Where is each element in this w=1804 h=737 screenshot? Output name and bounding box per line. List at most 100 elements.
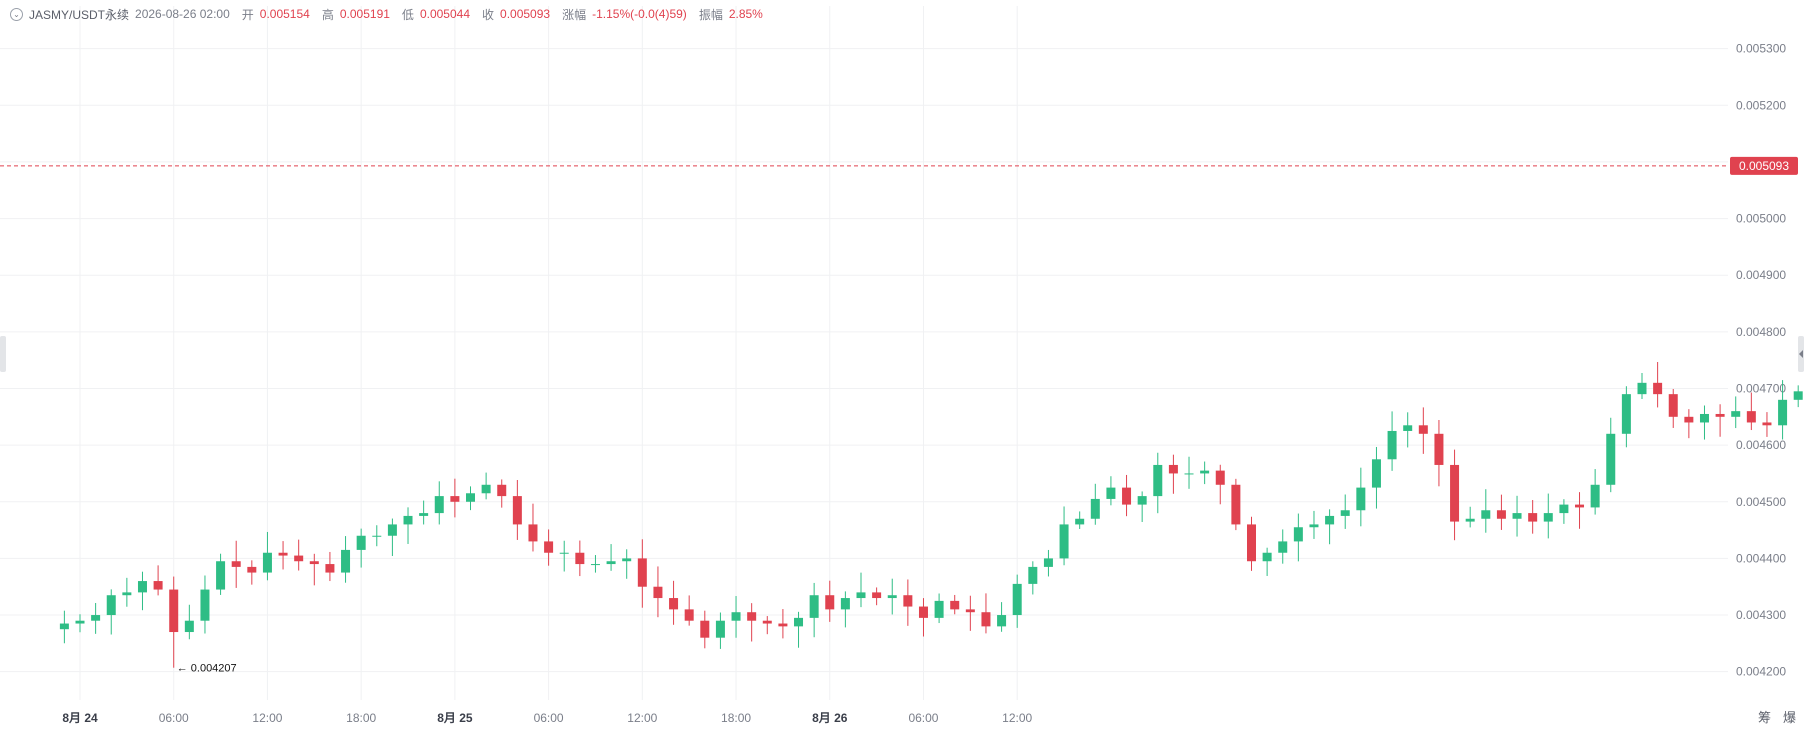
candle-body[interactable]: [216, 561, 226, 590]
candle-body[interactable]: [887, 595, 897, 599]
candle-body[interactable]: [528, 524, 538, 542]
candle-body[interactable]: [106, 595, 116, 616]
candle-body[interactable]: [231, 561, 241, 567]
candle-body[interactable]: [75, 620, 85, 624]
candle-body[interactable]: [1090, 498, 1100, 519]
candle-body[interactable]: [1746, 411, 1756, 423]
candle-body[interactable]: [309, 561, 319, 565]
candle-body[interactable]: [137, 581, 147, 593]
candle-body[interactable]: [466, 493, 475, 502]
candle-body[interactable]: [434, 496, 444, 514]
candle-body[interactable]: [294, 555, 304, 562]
candle-body[interactable]: [731, 612, 741, 621]
candle-body[interactable]: [918, 606, 928, 618]
candle-body[interactable]: [840, 598, 850, 610]
candle-body[interactable]: [1122, 487, 1132, 505]
candle-body[interactable]: [1699, 413, 1709, 423]
candle-body[interactable]: [497, 484, 507, 497]
candle-body[interactable]: [825, 595, 835, 610]
candle-body[interactable]: [1200, 470, 1210, 474]
candle-body[interactable]: [1496, 510, 1506, 519]
candle-body[interactable]: [684, 609, 694, 621]
candle-body[interactable]: [1731, 411, 1741, 417]
candle-body[interactable]: [247, 566, 257, 573]
candle-body[interactable]: [356, 535, 366, 550]
candle-body[interactable]: [1450, 464, 1460, 522]
candle-body[interactable]: [1653, 382, 1663, 395]
candle-body[interactable]: [184, 620, 194, 633]
candle-body[interactable]: [747, 612, 757, 621]
candle-body[interactable]: [700, 620, 710, 638]
candle-body[interactable]: [590, 564, 600, 566]
candle-body[interactable]: [325, 564, 335, 573]
candle-body[interactable]: [1247, 524, 1256, 562]
candle-body[interactable]: [419, 513, 429, 516]
candle-body[interactable]: [1778, 399, 1788, 426]
candle-body[interactable]: [559, 552, 569, 554]
candle-body[interactable]: [1153, 464, 1163, 497]
candle-body[interactable]: [544, 541, 554, 553]
candle-body[interactable]: [1434, 433, 1444, 465]
candle-body[interactable]: [1137, 496, 1147, 505]
liquidation-button[interactable]: 爆: [1782, 710, 1796, 725]
candle-body[interactable]: [1606, 433, 1616, 485]
chip-distribution-button[interactable]: 筹: [1757, 710, 1771, 725]
candle-body[interactable]: [1418, 425, 1428, 434]
candle-body[interactable]: [1231, 484, 1241, 525]
candle-body[interactable]: [1278, 541, 1288, 553]
candle-body[interactable]: [1559, 504, 1569, 514]
candle-body[interactable]: [856, 592, 866, 599]
candle-body[interactable]: [200, 589, 210, 621]
candle-body[interactable]: [934, 600, 944, 618]
candle-body[interactable]: [450, 496, 460, 502]
chevron-down-icon[interactable]: ⌄: [10, 7, 23, 21]
candle-body[interactable]: [1371, 459, 1381, 488]
candle-body[interactable]: [1528, 513, 1538, 522]
candle-body[interactable]: [1512, 513, 1522, 519]
candle-body[interactable]: [1184, 473, 1194, 475]
candle-body[interactable]: [262, 552, 272, 573]
candle-body[interactable]: [1403, 425, 1413, 431]
candle-body[interactable]: [981, 612, 991, 627]
candle-body[interactable]: [965, 609, 975, 613]
left-panel-handle[interactable]: [0, 336, 6, 372]
candle-body[interactable]: [1637, 382, 1647, 395]
candle-body[interactable]: [1481, 510, 1491, 519]
candle-body[interactable]: [637, 558, 647, 587]
right-panel-handle[interactable]: [1798, 336, 1804, 372]
candle-body[interactable]: [950, 600, 960, 610]
candle-body[interactable]: [1043, 558, 1053, 567]
candle-body[interactable]: [1340, 510, 1350, 516]
candle-body[interactable]: [622, 558, 632, 562]
candle-body[interactable]: [1262, 552, 1272, 562]
candle-body[interactable]: [575, 552, 585, 565]
candle-body[interactable]: [169, 589, 179, 633]
candle-body[interactable]: [403, 515, 413, 525]
candle-body[interactable]: [778, 623, 788, 627]
candle-body[interactable]: [1012, 583, 1022, 616]
candle-body[interactable]: [1762, 422, 1772, 426]
candle-body[interactable]: [762, 620, 772, 624]
candle-body[interactable]: [1684, 416, 1694, 423]
candle-body[interactable]: [1168, 464, 1178, 474]
candle-body[interactable]: [1075, 518, 1085, 525]
candle-body[interactable]: [715, 620, 725, 638]
candle-body[interactable]: [1215, 470, 1225, 485]
candle-body[interactable]: [1325, 515, 1335, 525]
candle-body[interactable]: [1715, 413, 1725, 417]
candle-body[interactable]: [1668, 394, 1678, 417]
candle-body[interactable]: [1028, 566, 1038, 584]
candle-body[interactable]: [809, 595, 819, 618]
candle-body[interactable]: [903, 595, 913, 607]
candle-body[interactable]: [1059, 524, 1069, 559]
candle-body[interactable]: [1793, 391, 1803, 400]
candle-body[interactable]: [387, 524, 397, 536]
candle-body[interactable]: [59, 623, 69, 630]
candle-body[interactable]: [1106, 487, 1116, 499]
candle-body[interactable]: [372, 535, 382, 537]
candle-body[interactable]: [512, 496, 522, 525]
candle-body[interactable]: [278, 552, 288, 556]
candle-body[interactable]: [997, 615, 1007, 627]
candle-body[interactable]: [606, 561, 616, 565]
